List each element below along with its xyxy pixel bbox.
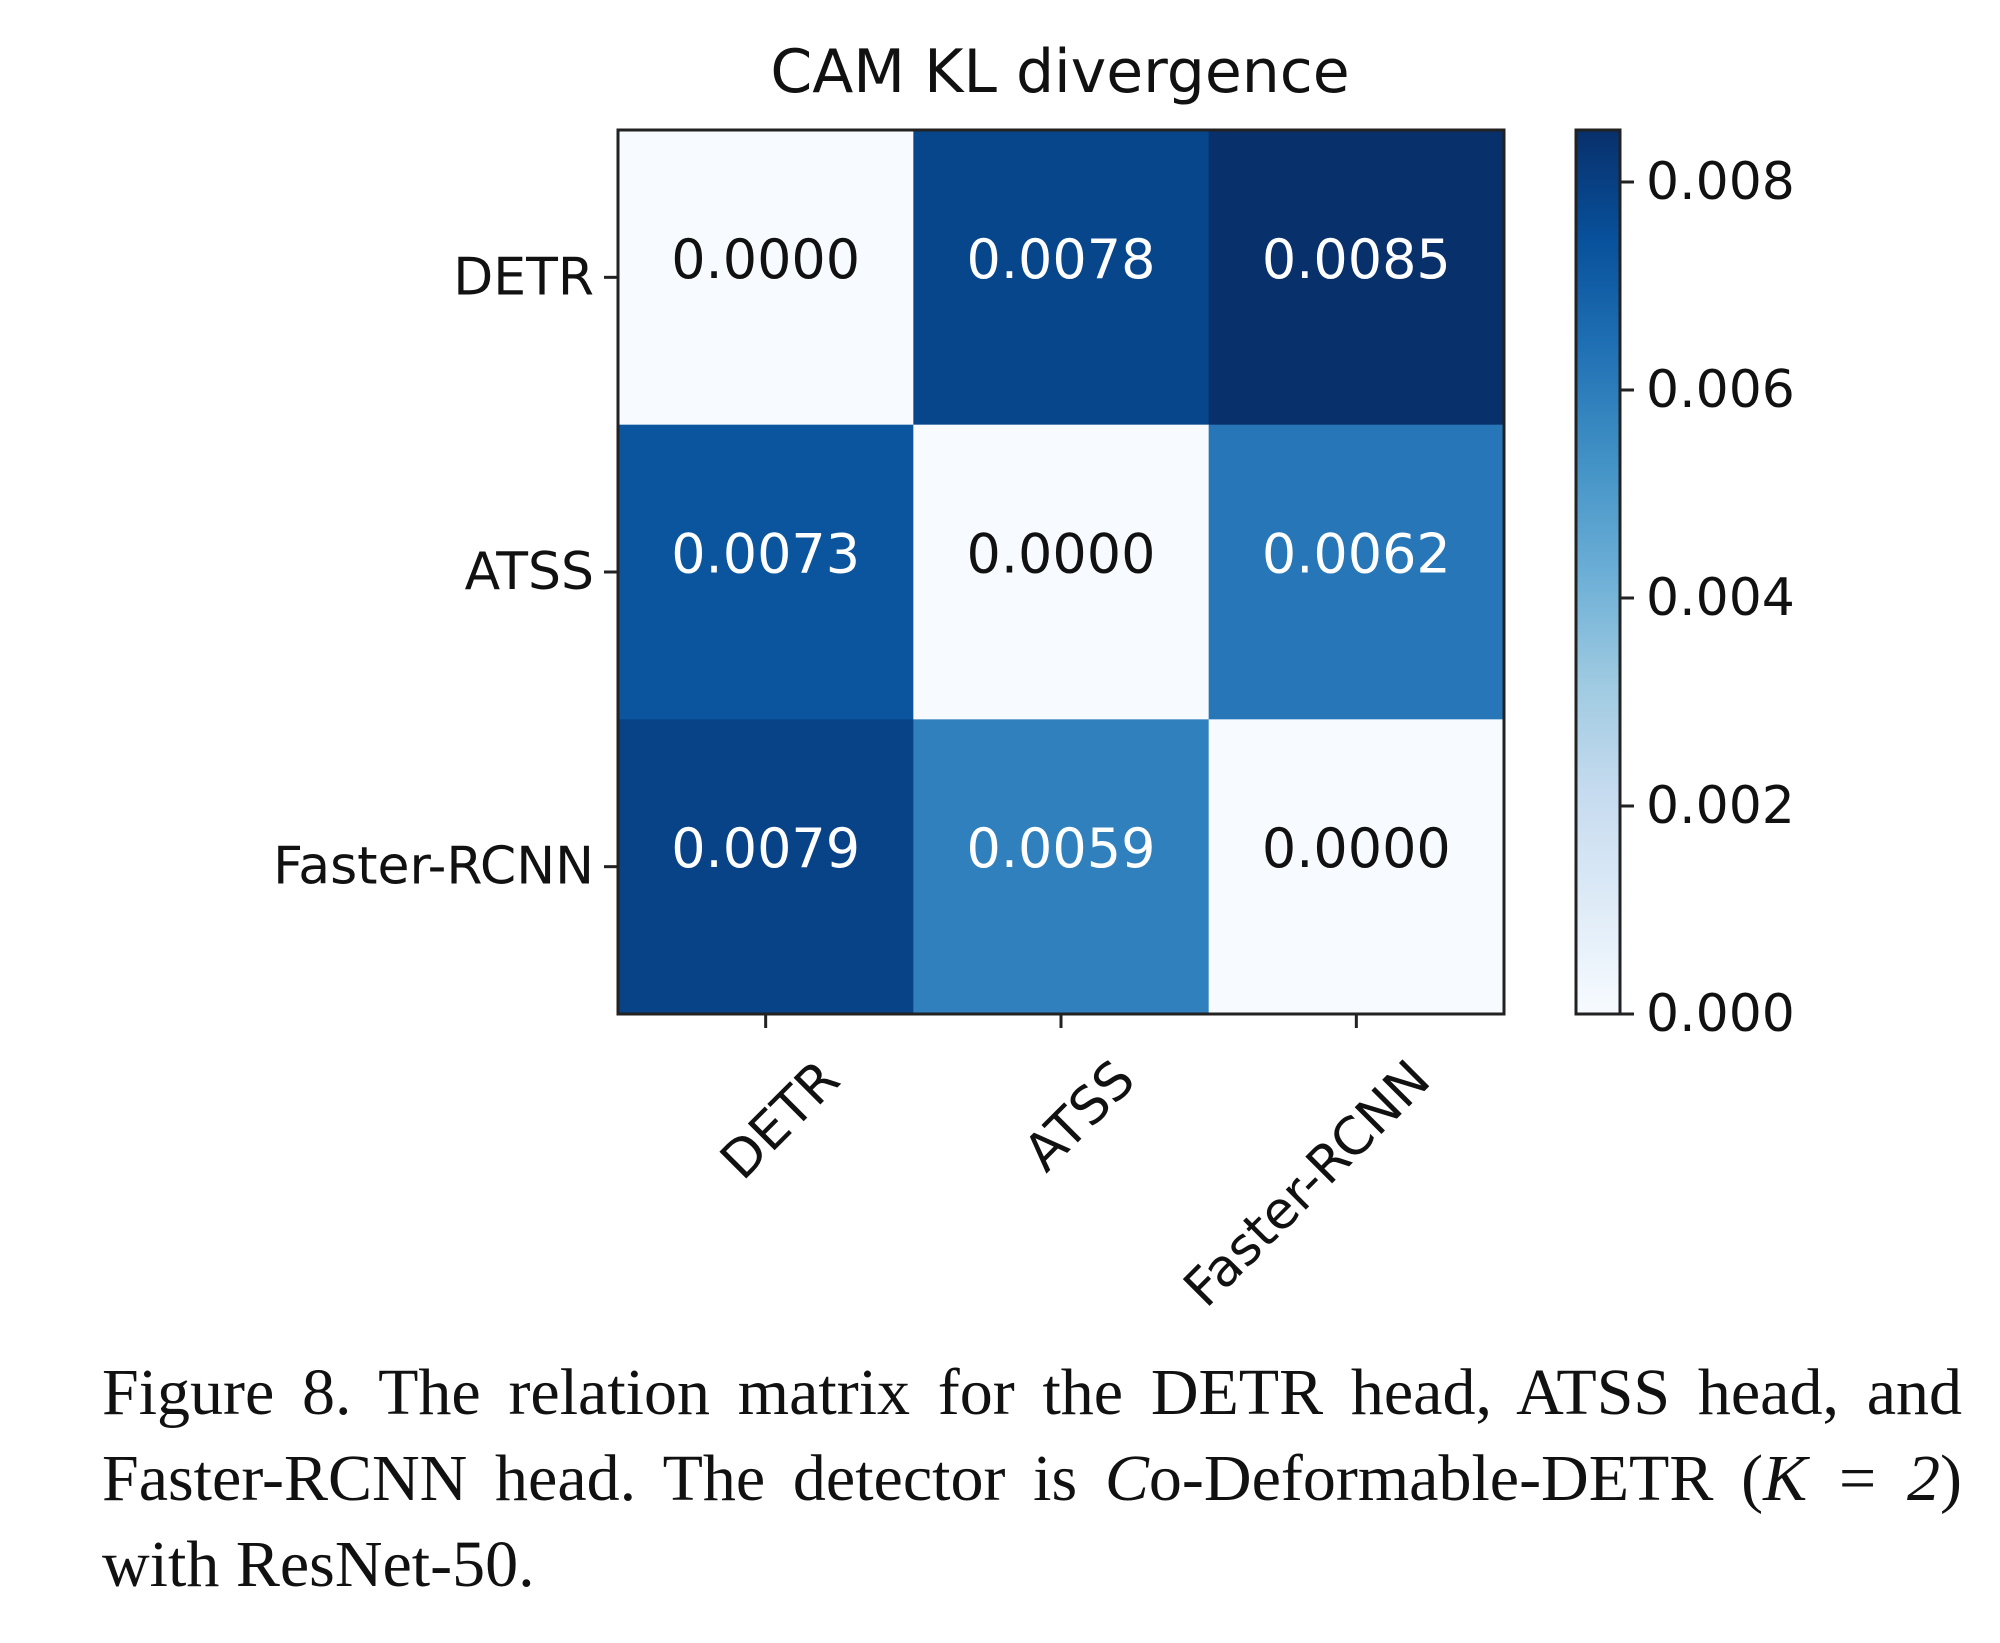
x-axis: DETR ATSS Faster-RCNN	[709, 1014, 1442, 1319]
colorbar-tick-label: 0.000	[1646, 984, 1795, 1044]
caption-prefix: Figure 8. The relation matrix for the DE…	[102, 1356, 1962, 1515]
heatmap-cells	[618, 130, 1505, 1015]
caption-after-symbol: o-Deformable-DETR (	[1148, 1442, 1764, 1515]
cell-detr-atss	[913, 130, 1210, 426]
x-tick-label-atss: ATSS	[1013, 1049, 1147, 1183]
cell-atss-faster-rcnn	[1208, 424, 1505, 720]
y-tick-label-detr: DETR	[453, 247, 594, 307]
cell-label-atss-faster-rcnn: 0.0062	[1262, 523, 1451, 586]
cell-atss-atss	[913, 424, 1210, 720]
cell-label-detr-atss: 0.0078	[967, 228, 1156, 291]
cell-label-atss-atss: 0.0000	[967, 523, 1156, 586]
cell-label-faster-rcnn-detr: 0.0079	[671, 817, 860, 880]
cell-label-detr-faster-rcnn: 0.0085	[1262, 228, 1451, 291]
colorbar-axis: 0.000 0.002 0.004 0.006 0.008	[1620, 152, 1795, 1044]
colorbar-tick-label: 0.004	[1646, 568, 1795, 628]
x-tick-label-detr: DETR	[709, 1049, 851, 1191]
y-axis: DETR ATSS Faster-RCNN	[273, 247, 618, 897]
colorbar	[1574, 128, 1622, 1016]
caption-co-symbol: C	[1104, 1442, 1149, 1515]
cell-atss-detr	[618, 424, 914, 720]
colorbar-tick-label: 0.006	[1646, 360, 1795, 420]
colorbar-tick-label: 0.002	[1646, 776, 1795, 836]
x-tick-label-faster-rcnn: Faster-RCNN	[1173, 1049, 1442, 1318]
cell-detr-detr	[618, 130, 914, 426]
caption-math: K = 2	[1763, 1442, 1941, 1515]
y-tick-label-atss: ATSS	[465, 542, 594, 602]
figure-caption: Figure 8. The relation matrix for the DE…	[102, 1350, 1962, 1608]
cell-faster-rcnn-atss	[913, 719, 1210, 1015]
caption-suffix: ) with ResNet-50.	[102, 1442, 1963, 1601]
colorbar-tick-label: 0.008	[1646, 152, 1795, 212]
chart-title: CAM KL divergence	[770, 37, 1349, 107]
heatmap-figure: CAM KL divergence 0.0000 0.0078 0.00850.00…	[273, 37, 1795, 1319]
cell-faster-rcnn-faster-rcnn	[1208, 719, 1505, 1015]
heatmap-cell-labels: 0.0000 0.0078 0.0085 0.0073 0.0000 0.0062 0.00…	[671, 228, 1451, 880]
cell-faster-rcnn-detr	[618, 719, 914, 1015]
cell-label-faster-rcnn-faster-rcnn: 0.0000	[1262, 817, 1451, 880]
cell-label-faster-rcnn-atss: 0.0059	[967, 817, 1156, 880]
cell-label-atss-detr: 0.0073	[671, 523, 860, 586]
cell-label-detr-detr: 0.0000	[671, 228, 860, 291]
y-tick-label-faster-rcnn: Faster-RCNN	[273, 837, 594, 897]
cell-detr-faster-rcnn	[1208, 130, 1505, 426]
